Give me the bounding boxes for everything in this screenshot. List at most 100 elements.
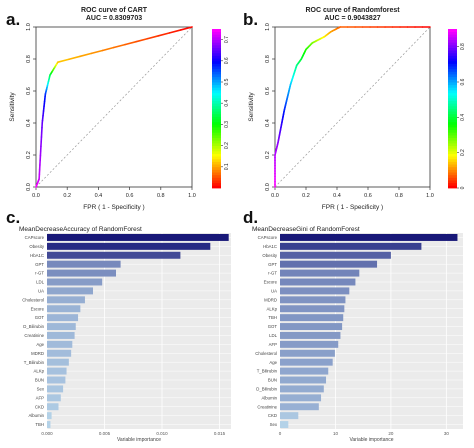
- bars3-bar: [280, 394, 322, 402]
- roc1-colorbar-band: [448, 127, 457, 131]
- bars3-x-tick-label: 30: [444, 431, 450, 436]
- roc1-colorbar-band: [448, 164, 457, 168]
- roc0-roc-curve-segment: [57, 58, 70, 64]
- bars3-category-label: CKD: [268, 413, 277, 418]
- roc0-x-tick-label: 0.8: [157, 193, 165, 199]
- bars3-category-label: GOT: [268, 324, 278, 329]
- roc0-plot-frame: [35, 26, 193, 188]
- bars2-category-label: HbA1C: [30, 253, 44, 258]
- roc0-colorbar-band: [212, 156, 221, 160]
- roc1-colorbar-band: [448, 169, 457, 173]
- roc1-y-tick-label: 0.4: [265, 119, 271, 127]
- roc1-colorbar-band: [448, 31, 457, 35]
- roc0-colorbar-band: [212, 92, 221, 96]
- roc1-colorbar-band: [448, 82, 457, 86]
- roc0-y-tick-label: 1.0: [26, 23, 32, 31]
- roc0-colorbar-band: [212, 153, 221, 157]
- bars3-x-tick-label: 0: [279, 431, 282, 436]
- roc1-colorbar-band: [448, 166, 457, 170]
- bars3-bar: [280, 278, 356, 286]
- roc0-roc-curve-segment: [79, 52, 93, 58]
- panel-label-b: b.: [243, 10, 259, 29]
- roc0-roc-curve-segment: [68, 55, 81, 61]
- roc0-colorbar-band: [212, 100, 221, 104]
- bars2-bar: [47, 314, 79, 322]
- bars3-category-label: GPT: [268, 262, 277, 267]
- roc0-colorbar-band: [212, 166, 221, 170]
- roc1-colorbar-band: [448, 95, 457, 99]
- roc1-x-tick-label: 0.8: [395, 193, 403, 199]
- roc0-y-tick-label: 0.0: [26, 183, 32, 191]
- roc1-colorbar-band: [448, 124, 457, 128]
- roc0-colorbar-band: [212, 31, 221, 35]
- bars3-bar: [280, 242, 422, 250]
- roc1-colorbar-band: [448, 84, 457, 88]
- bars3-bar: [280, 358, 333, 366]
- roc1-colorbar-band: [448, 60, 457, 64]
- roc0-colorbar-band: [212, 103, 221, 107]
- roc1-colorbar-band: [448, 108, 457, 112]
- roc1-colorbar-band: [448, 87, 457, 91]
- bars2-category-label: BUN: [35, 378, 44, 383]
- roc0-colorbar-band: [212, 34, 221, 38]
- bars2-bar: [47, 349, 72, 357]
- roc0-colorbar-tick-label: 0.7: [224, 36, 230, 43]
- bars2-bar: [47, 412, 52, 420]
- bars2-category-label: CKD: [35, 404, 44, 409]
- roc0-x-tick-label: 0.4: [95, 193, 103, 199]
- bars2-bar: [47, 421, 51, 429]
- bars2-x-tick-label: 0.010: [156, 431, 168, 436]
- bars3-category-label: D_Bilirubin: [256, 387, 277, 392]
- roc0-colorbar-band: [212, 111, 221, 115]
- roc0-x-tick-label: 0.2: [63, 193, 71, 199]
- bars2-category-label: AFP: [36, 395, 44, 400]
- roc0-roc-curve-segment: [180, 26, 193, 31]
- roc1-colorbar-band: [448, 89, 457, 93]
- roc1-colorbar-band: [448, 116, 457, 120]
- bars3-bar: [280, 367, 329, 375]
- bars2-category-label: Creatinine: [24, 333, 44, 338]
- bars2-category-label: UA: [38, 289, 44, 294]
- roc1-reference-diagonal: [274, 26, 431, 188]
- bars3-bar: [280, 403, 319, 411]
- roc1-colorbar-band: [448, 140, 457, 144]
- bars3-bar: [280, 269, 360, 277]
- bars2-category-label: GOT: [35, 315, 45, 320]
- roc1-colorbar-band: [448, 71, 457, 75]
- roc1-colorbar-band: [448, 63, 457, 67]
- roc1-colorbar-band: [448, 142, 457, 146]
- bars2-category-label: Escore: [31, 306, 45, 311]
- roc1-colorbar-band: [448, 174, 457, 178]
- roc0-colorbar-band: [212, 97, 221, 101]
- bars3-bar: [280, 331, 341, 339]
- bars2-category-label: TBH: [35, 422, 44, 427]
- roc0-colorbar-band: [212, 44, 221, 48]
- roc1-colorbar-band: [448, 97, 457, 101]
- roc1-colorbar-band: [448, 185, 457, 189]
- roc1-colorbar-band: [448, 145, 457, 149]
- roc0-colorbar-band: [212, 39, 221, 43]
- bars2-bar: [47, 305, 81, 313]
- bars3-bar: [280, 323, 343, 331]
- roc1-y-tick-label: 0.2: [265, 151, 271, 159]
- roc0-colorbar-band: [212, 142, 221, 146]
- bars2-category-label: Cholesterol: [22, 297, 44, 302]
- bars3-bar: [280, 376, 327, 384]
- roc0-colorbar-band: [212, 71, 221, 75]
- bars2-bar: [47, 278, 103, 286]
- roc1-y-tick-label: 0.0: [265, 183, 271, 191]
- panel-label-d: d.: [243, 208, 259, 227]
- panel-label-c: c.: [6, 208, 21, 227]
- bars3-category-label: BUN: [268, 378, 277, 383]
- roc0-colorbar-band: [212, 52, 221, 56]
- roc0-colorbar-band: [212, 63, 221, 67]
- bars3-category-label: AFP: [269, 342, 277, 347]
- bars2-bar: [47, 367, 67, 375]
- roc1-colorbar-band: [448, 50, 457, 54]
- roc0-roc-curve-segment: [112, 43, 126, 49]
- roc0-colorbar-band: [212, 89, 221, 93]
- bars2-category-label: Obesity: [29, 244, 44, 249]
- roc0-colorbar-band: [212, 137, 221, 141]
- bars2-x-axis-label: Variable importance: [117, 437, 161, 443]
